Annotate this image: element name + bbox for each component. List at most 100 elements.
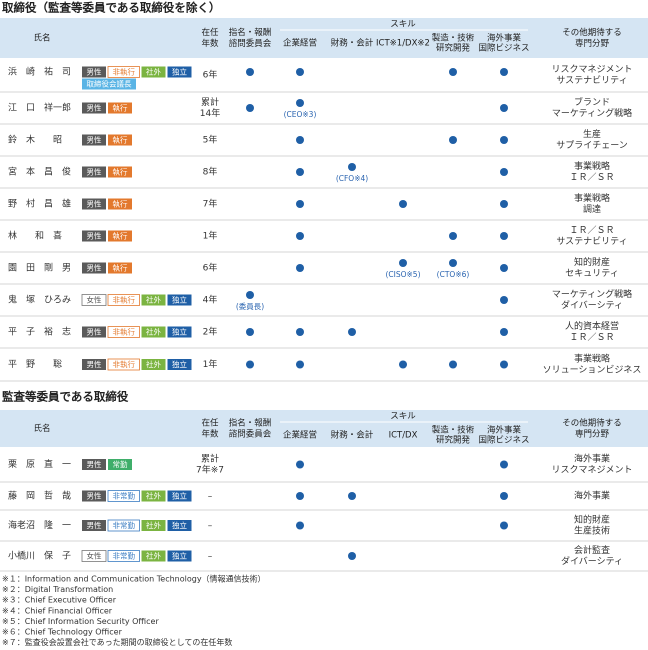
tag: 男性 bbox=[87, 359, 102, 369]
footnote: ※３：Chief Executive Officer bbox=[2, 596, 117, 605]
skill-dot bbox=[296, 200, 304, 208]
name: 鈴 木 昭 bbox=[8, 134, 62, 146]
skill-dot bbox=[296, 521, 304, 530]
other-field: 調達 bbox=[583, 203, 601, 215]
tag-box bbox=[82, 262, 106, 274]
name: 園 田 剛 男 bbox=[8, 263, 71, 274]
tenure: 2年 bbox=[203, 326, 218, 338]
tag-box bbox=[167, 294, 192, 306]
skill-dot bbox=[500, 104, 508, 112]
other-field: 人的資本経営 bbox=[565, 320, 619, 332]
skill-dot bbox=[500, 521, 508, 530]
skill-dot bbox=[500, 492, 508, 500]
header-bg bbox=[0, 410, 648, 447]
tag-box bbox=[82, 66, 106, 78]
header-nomination: 指名・報酬 bbox=[229, 418, 272, 429]
header-tenure: 在任 bbox=[201, 418, 219, 429]
other-field: 事業戦略 bbox=[574, 353, 610, 365]
tag-box bbox=[107, 519, 140, 532]
name: 鬼 塚 ひろみ bbox=[8, 294, 71, 306]
header-name: 氏名 bbox=[33, 423, 50, 434]
other-field: 会計監査 bbox=[574, 544, 610, 556]
skill-dot bbox=[500, 360, 508, 369]
other-field: 海外事業 bbox=[574, 453, 610, 465]
tag: 社外 bbox=[146, 295, 161, 305]
skill-dot bbox=[246, 291, 254, 299]
header-skill-item: 国際ビジネス bbox=[478, 43, 529, 54]
header-nomination: 指名・報酬 bbox=[229, 27, 272, 38]
tag: 男性 bbox=[87, 231, 102, 241]
tag: 執行 bbox=[113, 167, 128, 177]
tag: 男性 bbox=[87, 135, 102, 145]
header-skill-item: 製造・技術 bbox=[432, 33, 475, 44]
tag-box bbox=[108, 198, 132, 210]
header-tenure: 在任 bbox=[201, 27, 219, 38]
tag-box bbox=[167, 520, 192, 531]
section-title: 取締役（監査等委員である取締役を除く） bbox=[2, 1, 220, 15]
header-skill-item: 研究開発 bbox=[436, 43, 471, 54]
skill-dot bbox=[296, 68, 304, 76]
header-skill-item: 海外事業 bbox=[487, 425, 522, 436]
skill-dot bbox=[348, 328, 356, 336]
tag: 執行 bbox=[113, 135, 128, 145]
tag: 女性 bbox=[87, 551, 102, 561]
tag-box bbox=[141, 359, 166, 370]
tag-box bbox=[167, 550, 192, 562]
tag-box bbox=[141, 550, 166, 562]
tenure: – bbox=[208, 521, 213, 531]
tag-box bbox=[82, 134, 106, 146]
name: 宮 本 昌 俊 bbox=[8, 166, 71, 178]
other-field: リスクマネジメント bbox=[551, 64, 632, 75]
section-title: 監査等委員である取締役 bbox=[2, 390, 129, 404]
tag-box bbox=[82, 230, 106, 242]
tag: 社外 bbox=[146, 551, 161, 561]
tag-box bbox=[108, 166, 132, 178]
skill-dot bbox=[296, 232, 304, 240]
header-nomination: 諮問委員会 bbox=[229, 429, 272, 440]
tag-box bbox=[167, 66, 192, 78]
skill-dot bbox=[399, 200, 407, 208]
header-skill-item: ICT※1/DX※2 bbox=[376, 39, 430, 49]
tenure: 累計 bbox=[201, 96, 219, 108]
tag-box bbox=[167, 359, 192, 370]
skill-note: (委員長) bbox=[236, 301, 264, 311]
tenure: 7年 bbox=[203, 198, 218, 210]
header-skill-item: 企業経営 bbox=[283, 38, 317, 49]
tag: 男性 bbox=[87, 67, 102, 77]
tag: 独立 bbox=[172, 327, 187, 337]
skill-dot bbox=[500, 68, 508, 76]
skill-dot bbox=[449, 360, 457, 369]
header-skill-item: 国際ビジネス bbox=[478, 435, 529, 446]
footnote: ※４：Chief Financial Officer bbox=[2, 606, 113, 615]
skill-dot bbox=[296, 168, 304, 176]
other-field: サステナビリティ bbox=[556, 75, 627, 86]
tag-box bbox=[81, 294, 107, 306]
skill-dot bbox=[449, 259, 457, 267]
skill-dot bbox=[399, 360, 407, 369]
footnote: ※６：Chief Technology Officer bbox=[2, 628, 123, 637]
skill-dot bbox=[449, 232, 457, 240]
other-field: ＩＲ／ＳＲ bbox=[569, 332, 614, 343]
skill-dot bbox=[500, 232, 508, 240]
tag: 常勤 bbox=[113, 459, 128, 469]
header-tenure: 年数 bbox=[201, 38, 219, 49]
other-field: リスクマネジメント bbox=[551, 465, 632, 476]
tag: 男性 bbox=[87, 459, 102, 469]
skill-dot bbox=[296, 99, 304, 107]
name: 小橋川 保 子 bbox=[8, 550, 71, 562]
other-field: サプライチェーン bbox=[556, 140, 628, 151]
other-field: 事業戦略 bbox=[574, 160, 610, 172]
skill-dot bbox=[399, 259, 407, 267]
other-field: ダイバーシティ bbox=[561, 555, 623, 567]
tag: 非常勤 bbox=[113, 491, 136, 501]
header-skill-item: 財務・会計 bbox=[331, 430, 374, 441]
tag-box bbox=[107, 66, 140, 78]
tag: 非執行 bbox=[113, 359, 136, 369]
header-skill: スキル bbox=[390, 412, 416, 422]
tenure: 4年 bbox=[203, 294, 218, 306]
other-field: セキュリティ bbox=[565, 268, 618, 279]
name: 林 和 喜 bbox=[8, 230, 62, 242]
tag: 独立 bbox=[172, 551, 187, 561]
tag: 独立 bbox=[172, 359, 187, 369]
other-field: マーケティング戦略 bbox=[552, 107, 632, 119]
